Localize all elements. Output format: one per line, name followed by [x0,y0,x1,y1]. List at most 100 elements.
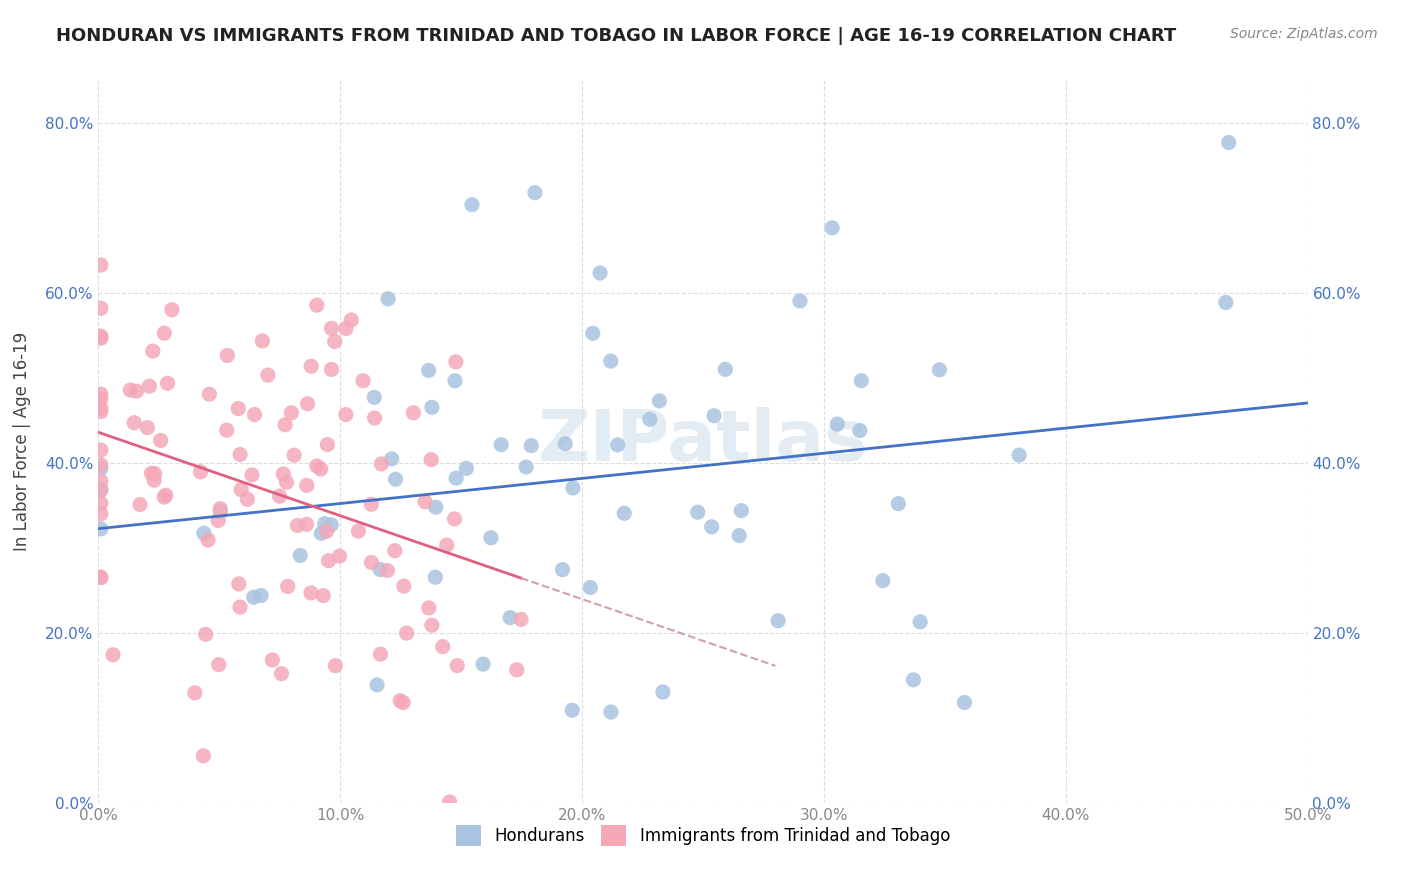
Immigrants from Trinidad and Tobago [153,490,176,504]
Immigrants from Trinidad and Tobago [243,408,266,422]
Hondurans [821,220,844,235]
Hondurans [766,614,789,628]
Immigrants from Trinidad and Tobago [122,416,145,430]
Hondurans [1008,448,1031,462]
Immigrants from Trinidad and Tobago [184,686,207,700]
Immigrants from Trinidad and Tobago [198,387,221,401]
Immigrants from Trinidad and Tobago [312,589,335,603]
Hondurans [561,481,583,495]
Text: ZIPatlas: ZIPatlas [538,407,868,476]
Immigrants from Trinidad and Tobago [194,627,217,641]
Hondurans [887,497,910,511]
Hondurans [461,197,484,211]
Hondurans [554,436,576,450]
Y-axis label: In Labor Force | Age 16-19: In Labor Force | Age 16-19 [13,332,31,551]
Hondurans [363,390,385,404]
Immigrants from Trinidad and Tobago [389,694,412,708]
Immigrants from Trinidad and Tobago [335,408,357,422]
Immigrants from Trinidad and Tobago [90,392,112,406]
Immigrants from Trinidad and Tobago [90,301,112,316]
Immigrants from Trinidad and Tobago [295,517,318,532]
Immigrants from Trinidad and Tobago [395,626,418,640]
Immigrants from Trinidad and Tobago [143,467,166,481]
Hondurans [250,589,273,603]
Hondurans [1215,295,1237,310]
Immigrants from Trinidad and Tobago [274,417,297,432]
Immigrants from Trinidad and Tobago [420,452,443,467]
Immigrants from Trinidad and Tobago [125,384,148,398]
Immigrants from Trinidad and Tobago [90,331,112,345]
Immigrants from Trinidad and Tobago [299,586,322,600]
Hondurans [314,516,336,531]
Immigrants from Trinidad and Tobago [209,501,232,516]
Immigrants from Trinidad and Tobago [156,376,179,391]
Immigrants from Trinidad and Tobago [149,434,172,448]
Immigrants from Trinidad and Tobago [402,406,425,420]
Immigrants from Trinidad and Tobago [325,658,347,673]
Hondurans [872,574,894,588]
Hondurans [321,517,343,532]
Immigrants from Trinidad and Tobago [240,467,263,482]
Immigrants from Trinidad and Tobago [323,334,346,349]
Immigrants from Trinidad and Tobago [90,496,112,510]
Hondurans [648,393,671,408]
Hondurans [425,500,447,515]
Immigrants from Trinidad and Tobago [360,497,382,511]
Immigrants from Trinidad and Tobago [370,457,392,471]
Immigrants from Trinidad and Tobago [231,483,253,497]
Hondurans [582,326,605,341]
Immigrants from Trinidad and Tobago [370,647,392,661]
Immigrants from Trinidad and Tobago [90,329,112,343]
Hondurans [384,472,406,486]
Hondurans [714,362,737,376]
Immigrants from Trinidad and Tobago [90,404,112,418]
Immigrants from Trinidad and Tobago [510,612,533,626]
Immigrants from Trinidad and Tobago [363,411,385,425]
Immigrants from Trinidad and Tobago [226,401,249,416]
Hondurans [520,439,543,453]
Immigrants from Trinidad and Tobago [321,321,343,335]
Hondurans [90,522,112,536]
Hondurans [472,657,495,672]
Hondurans [523,186,546,200]
Hondurans [381,451,404,466]
Hondurans [851,374,873,388]
Immigrants from Trinidad and Tobago [321,362,343,376]
Immigrants from Trinidad and Tobago [432,640,454,654]
Immigrants from Trinidad and Tobago [280,406,302,420]
Immigrants from Trinidad and Tobago [316,437,339,451]
Hondurans [953,696,976,710]
Immigrants from Trinidad and Tobago [446,658,468,673]
Immigrants from Trinidad and Tobago [270,666,292,681]
Hondurans [456,461,478,475]
Hondurans [425,570,447,584]
Immigrants from Trinidad and Tobago [129,498,152,512]
Hondurans [606,438,628,452]
Legend: Hondurans, Immigrants from Trinidad and Tobago: Hondurans, Immigrants from Trinidad and … [450,819,956,852]
Hondurans [551,563,574,577]
Immigrants from Trinidad and Tobago [277,579,299,593]
Immigrants from Trinidad and Tobago [208,657,231,672]
Immigrants from Trinidad and Tobago [90,401,112,416]
Immigrants from Trinidad and Tobago [90,387,112,401]
Immigrants from Trinidad and Tobago [155,488,177,502]
Immigrants from Trinidad and Tobago [90,474,112,488]
Hondurans [589,266,612,280]
Immigrants from Trinidad and Tobago [90,258,112,272]
Hondurans [479,531,502,545]
Hondurans [561,703,583,717]
Hondurans [515,460,537,475]
Hondurans [600,705,623,719]
Hondurans [368,562,391,576]
Immigrants from Trinidad and Tobago [318,554,340,568]
Immigrants from Trinidad and Tobago [305,458,328,473]
Hondurans [1218,136,1240,150]
Immigrants from Trinidad and Tobago [328,549,350,563]
Hondurans [311,526,333,541]
Immigrants from Trinidad and Tobago [295,478,318,492]
Hondurans [193,526,215,541]
Hondurans [444,374,467,388]
Immigrants from Trinidad and Tobago [444,355,467,369]
Hondurans [377,292,399,306]
Immigrants from Trinidad and Tobago [215,423,238,437]
